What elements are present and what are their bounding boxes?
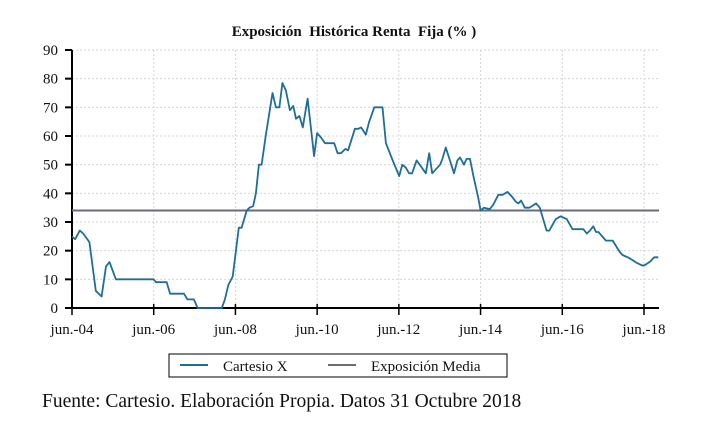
- y-tick-label: 40: [43, 186, 58, 202]
- y-tick-label: 70: [43, 100, 58, 116]
- source-footer: Fuente: Cartesio. Elaboración Propia. Da…: [42, 391, 521, 412]
- y-tick-label: 80: [43, 72, 58, 88]
- x-tick-label: jun.-06: [131, 322, 175, 338]
- series-cartesio-x-line: [72, 83, 658, 308]
- x-tick-label: jun.-04: [50, 322, 94, 338]
- grid: [72, 50, 659, 308]
- x-tick-label: jun.-12: [376, 322, 420, 338]
- x-tick-label: jun.-08: [213, 322, 257, 338]
- x-tick-label: jun.-10: [295, 322, 339, 338]
- y-tick-label: 50: [43, 158, 58, 174]
- y-tick-label: 60: [43, 129, 58, 145]
- x-tick-label: jun.-16: [540, 322, 584, 338]
- y-tick-label: 20: [43, 244, 58, 260]
- x-tick-label: jun.-14: [458, 322, 502, 338]
- series-layer: [72, 83, 659, 308]
- legend-label-exposicion-media: Exposición Media: [371, 359, 481, 375]
- axes: 0 10 20 30 40 50 60 70 80 90 jun.-04 jun.-06 jun.-08…: [43, 43, 665, 338]
- y-tick-label: 30: [43, 215, 58, 231]
- y-tick-label: 0: [51, 301, 59, 317]
- x-tick-label: jun.-18: [622, 322, 666, 338]
- y-tick-label: 90: [43, 43, 58, 59]
- legend-label-cartesio-x: Cartesio X: [223, 359, 288, 375]
- y-tick-label: 10: [43, 272, 58, 288]
- chart-title: Exposición Histórica Renta Fija (% ): [232, 24, 477, 40]
- legend: Cartesio X Exposición Media: [169, 354, 507, 377]
